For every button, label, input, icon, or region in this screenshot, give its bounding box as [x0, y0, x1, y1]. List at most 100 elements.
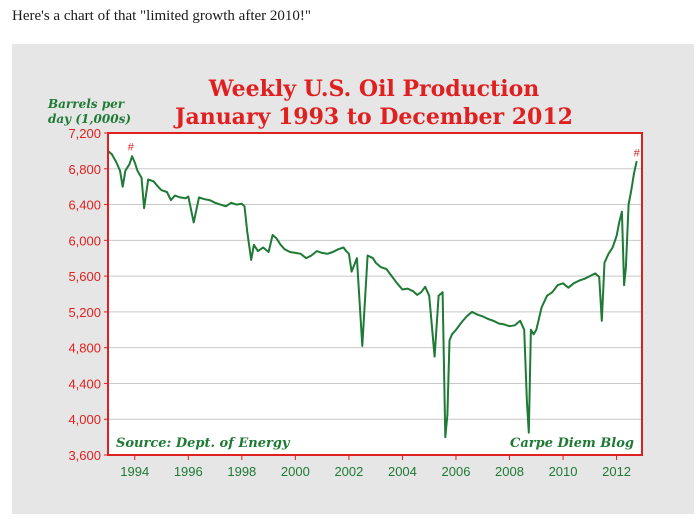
data-point: [133, 161, 136, 164]
data-point: [310, 254, 313, 257]
data-point: [250, 259, 253, 261]
peak-marker: #: [128, 141, 135, 153]
y-tick-label: 7,200: [68, 126, 101, 141]
data-point: [627, 203, 630, 206]
data-point: [219, 203, 222, 206]
data-point: [441, 291, 444, 294]
data-point: [567, 286, 570, 289]
x-tick-label: 2004: [388, 464, 417, 479]
data-point: [143, 207, 145, 209]
data-point: [412, 290, 414, 293]
data-point: [337, 248, 339, 251]
data-point: [546, 294, 548, 297]
data-point: [594, 272, 596, 275]
data-point: [253, 244, 255, 246]
data-point: [350, 270, 353, 273]
data-point: [540, 306, 543, 309]
data-point: [170, 199, 172, 201]
data-point: [556, 284, 559, 286]
data-point: [481, 315, 484, 318]
data-point: [246, 230, 248, 233]
data-point: [140, 176, 143, 179]
plot-area: [108, 133, 642, 455]
data-point: [356, 257, 358, 260]
y-tick-label: 6,000: [68, 233, 101, 248]
data-point: [192, 221, 195, 224]
data-point: [136, 169, 139, 172]
data-point: [390, 275, 393, 277]
data-point: [174, 194, 176, 197]
y-tick-label: 3,600: [68, 448, 101, 463]
data-point: [562, 282, 564, 285]
y-tick-label: 6,400: [68, 198, 101, 213]
data-point: [267, 251, 270, 253]
x-tick-label: 1994: [120, 464, 149, 479]
series-line: [107, 150, 638, 439]
data-point: [289, 251, 291, 253]
data-point: [460, 321, 463, 324]
data-point: [578, 279, 580, 282]
data-point: [433, 355, 436, 358]
data-point: [623, 284, 625, 286]
data-point: [424, 286, 426, 288]
y-tick-label: 5,600: [68, 269, 101, 284]
data-point: [131, 155, 133, 158]
data-point: [214, 201, 216, 204]
chart-subtitle: January 1993 to December 2012: [173, 104, 573, 130]
data-point: [279, 244, 282, 246]
data-point: [583, 277, 586, 280]
data-point: [235, 203, 238, 206]
data-point: [147, 178, 149, 181]
data-point: [532, 333, 535, 336]
data-point: [615, 235, 618, 237]
data-point: [451, 333, 453, 336]
data-point: [551, 291, 554, 294]
y-tick-label: 5,200: [68, 305, 101, 320]
data-point: [589, 275, 591, 277]
series-markers: ##: [128, 141, 641, 159]
data-point: [446, 413, 449, 416]
data-point: [572, 282, 575, 285]
chart-title: Weekly U.S. Oil Production: [208, 76, 540, 102]
data-point: [630, 189, 633, 192]
data-point: [487, 318, 489, 320]
data-point: [119, 169, 121, 172]
data-point: [527, 431, 530, 434]
y-tick-label: 4,800: [68, 341, 101, 356]
data-point: [635, 160, 638, 163]
data-point: [179, 196, 182, 199]
chart-panel: Weekly U.S. Oil Production January 1993 …: [12, 44, 694, 514]
data-point: [448, 339, 451, 342]
data-point: [321, 252, 323, 254]
data-point: [428, 294, 431, 297]
data-point: [633, 172, 635, 175]
x-tick-label: 2006: [442, 464, 471, 479]
x-tick-label: 2000: [281, 464, 310, 479]
intro-text: Here's a chart of that "limited growth a…: [12, 8, 312, 24]
data-point: [152, 180, 155, 183]
data-point: [523, 328, 526, 331]
data-point: [275, 237, 278, 240]
blog-note: Carpe Diem Blog: [510, 436, 634, 451]
data-point: [406, 287, 409, 290]
data-point: [128, 163, 131, 166]
data-point: [208, 199, 211, 201]
data-point: [503, 323, 505, 326]
x-tick-label: 2008: [495, 464, 524, 479]
data-point: [601, 320, 603, 322]
data-point: [497, 322, 500, 325]
data-point: [348, 252, 350, 255]
source-note: Source: Dept. of Energy: [116, 436, 291, 451]
x-tick-label: 2012: [602, 464, 631, 479]
data-point: [158, 186, 160, 189]
data-point: [184, 197, 187, 200]
data-point: [607, 252, 610, 255]
data-point: [437, 294, 440, 297]
data-point: [115, 160, 117, 163]
data-point: [361, 345, 364, 347]
data-point: [611, 246, 614, 249]
data-point: [396, 282, 398, 285]
data-point: [271, 234, 274, 236]
data-point: [526, 400, 528, 403]
y-axis-label-line1: Barrels per: [47, 97, 126, 111]
